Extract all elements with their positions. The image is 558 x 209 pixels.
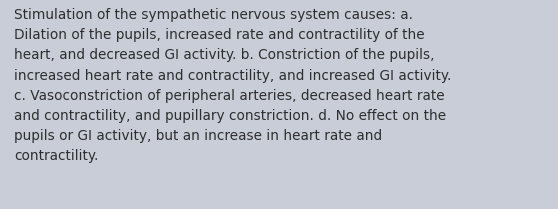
Text: Stimulation of the sympathetic nervous system causes: a.
Dilation of the pupils,: Stimulation of the sympathetic nervous s… [14,8,451,163]
